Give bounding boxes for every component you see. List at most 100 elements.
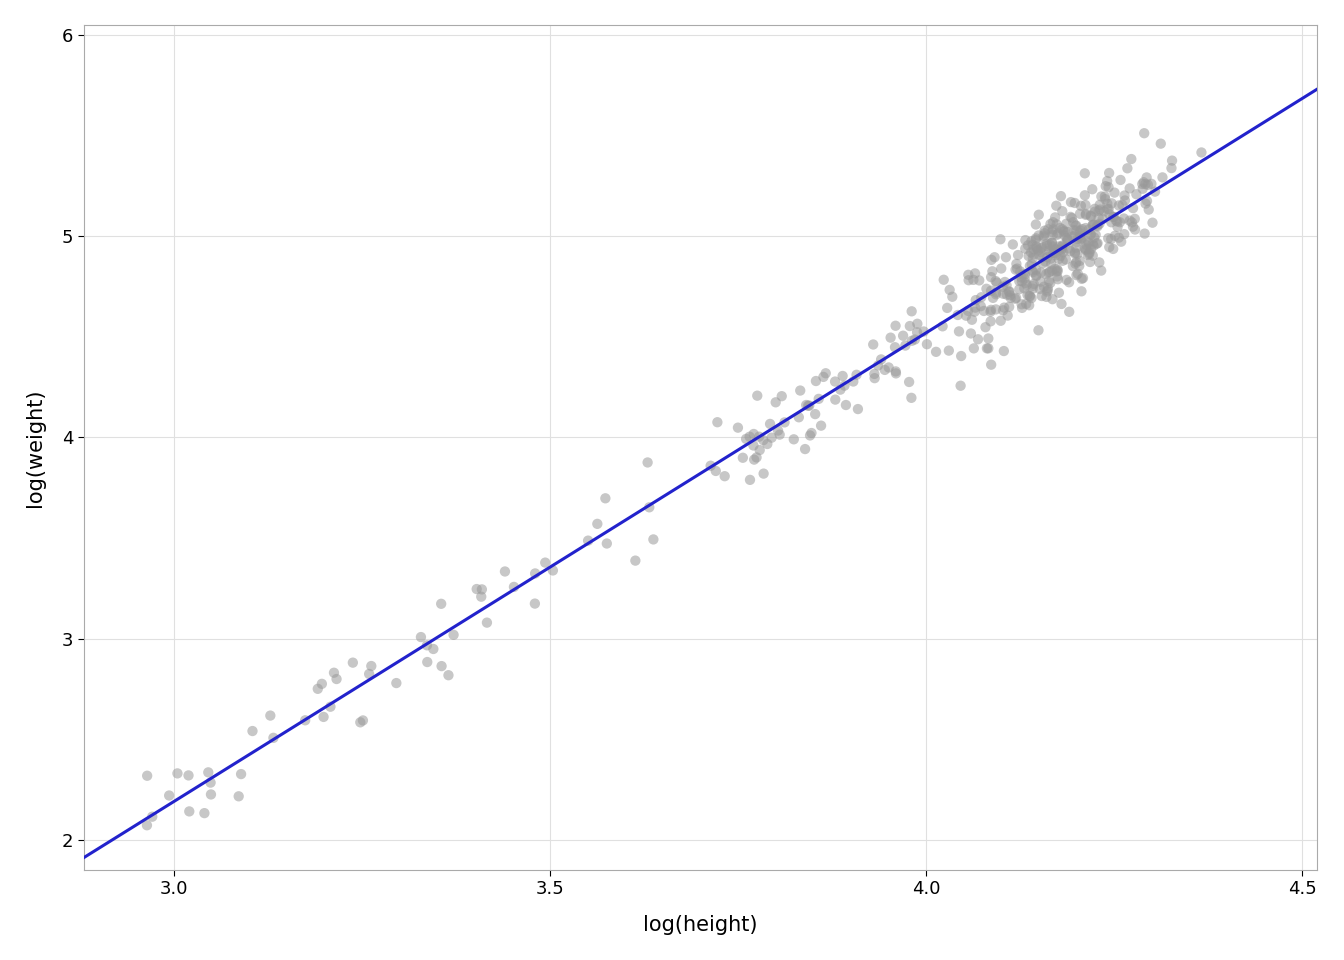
Point [980,302,1001,318]
Point [200,775,222,790]
Point [980,270,1001,285]
Point [1052,222,1074,237]
Point [1013,271,1035,286]
Point [1035,253,1056,269]
Point [1043,243,1064,258]
Point [495,564,516,579]
Point [1067,247,1089,262]
Point [642,532,664,547]
Point [1051,297,1073,312]
Point [594,491,616,506]
Point [1090,189,1111,204]
Point [1028,247,1050,262]
Point [993,300,1015,315]
Point [1110,234,1132,250]
Point [999,300,1020,315]
Point [1079,245,1101,260]
Point [1066,268,1087,283]
Point [749,429,770,444]
Point [417,655,438,670]
Point [1074,240,1095,255]
Point [899,319,921,334]
Point [980,314,1001,329]
Point [1085,204,1106,219]
Point [410,630,431,645]
Point [1038,243,1059,258]
Point [1011,297,1032,312]
Point [884,318,906,333]
Point [1075,243,1097,258]
Point [824,373,845,389]
Point [939,282,961,298]
Point [835,397,856,413]
Point [625,553,646,568]
Point [900,303,922,319]
Point [1117,160,1138,176]
Point [422,641,444,657]
Point [1132,177,1153,192]
Point [993,344,1015,359]
Point [1075,241,1097,256]
Point [1007,248,1028,263]
Point [230,766,251,781]
Point [1016,297,1038,312]
Point [1068,253,1090,269]
Point [1017,249,1039,264]
Point [352,712,374,728]
Point [386,676,407,691]
Point [1079,254,1101,270]
Point [700,458,722,473]
Point [1063,228,1085,244]
Point [1090,263,1111,278]
Point [957,267,978,282]
Point [1070,198,1091,213]
Point [1086,218,1107,233]
Point [997,308,1019,324]
Point [938,343,960,358]
Point [1068,258,1090,274]
Point [1097,196,1118,211]
Point [1042,228,1063,243]
Point [1023,247,1044,262]
Point [320,699,341,714]
Point [981,264,1003,279]
Point [805,373,827,389]
Point [707,415,728,430]
Point [1050,221,1071,236]
Point [1000,290,1021,305]
Point [1122,201,1144,216]
Point [969,273,991,288]
Point [743,426,765,442]
Point [1097,174,1118,189]
Point [1031,265,1052,280]
Point [1098,230,1120,246]
Point [1028,228,1050,243]
Point [578,533,599,548]
Point [1107,198,1129,213]
Point [833,378,855,394]
Point [1046,264,1067,279]
Point [739,472,761,488]
Point [1008,281,1030,297]
Point [886,366,907,381]
Point [788,410,809,425]
Point [1044,248,1066,263]
Point [1019,288,1040,303]
Point [1113,227,1134,242]
Point [1038,283,1059,299]
Point [843,373,864,389]
Point [1138,202,1160,217]
Point [1062,214,1083,229]
Point [136,818,157,833]
Point [964,266,985,281]
Point [1094,191,1116,206]
Point [242,723,263,738]
Point [542,563,563,578]
Point [789,383,810,398]
Point [1011,274,1032,289]
Point [1114,188,1136,204]
Point [980,357,1001,372]
Point [1025,262,1047,277]
Point [989,231,1011,247]
Point [1050,243,1071,258]
